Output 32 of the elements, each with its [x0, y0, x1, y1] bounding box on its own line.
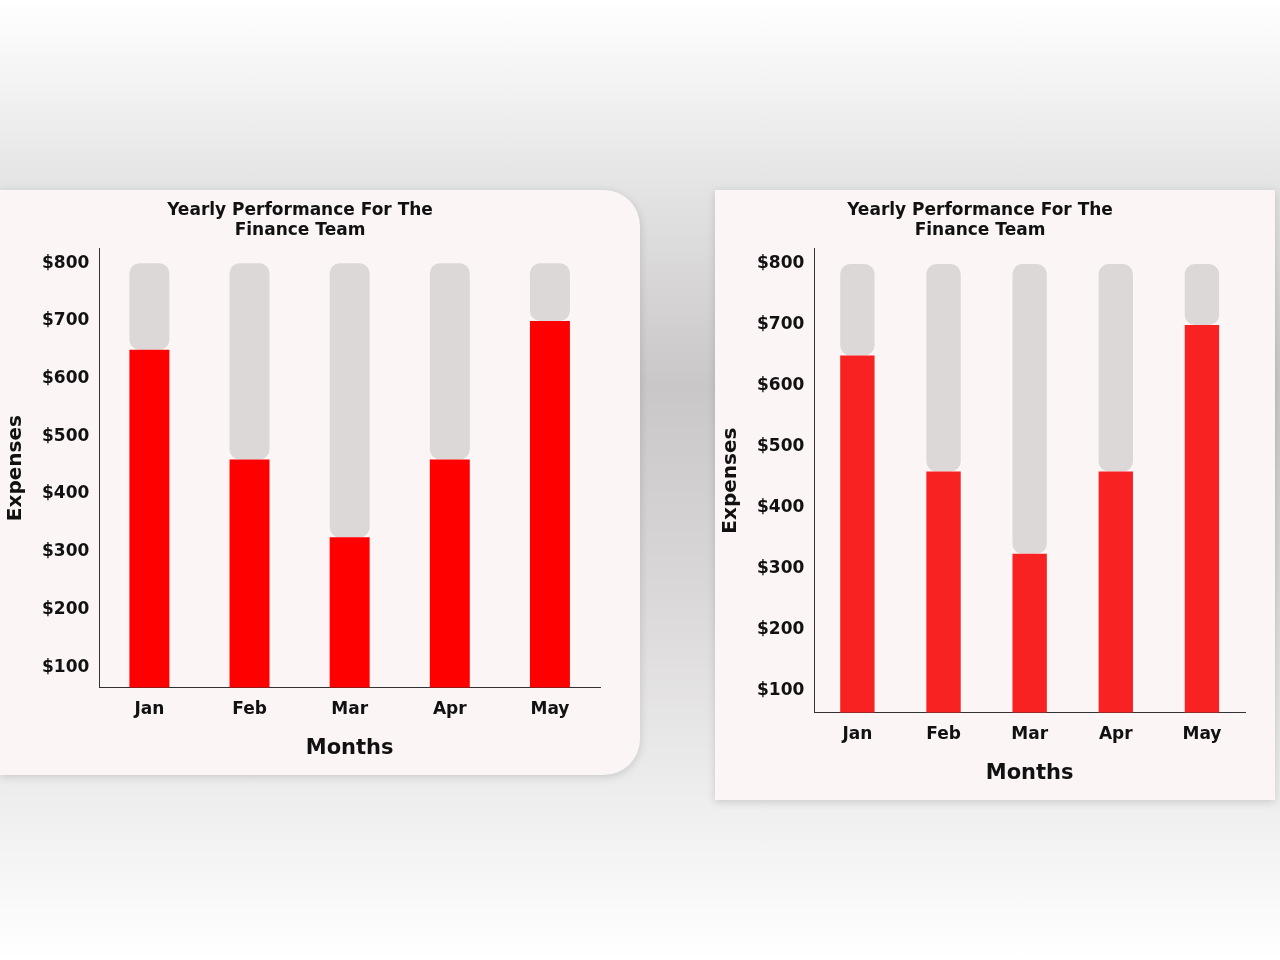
y-tick-label: $800 — [41, 251, 90, 272]
x-tick-label: Jan — [841, 723, 873, 744]
x-tick-label: Feb — [232, 698, 267, 719]
x-axis-title: Months — [305, 734, 394, 759]
x-tick-label: May — [530, 698, 570, 719]
y-tick-label: $400 — [41, 482, 90, 503]
x-tick-label: Mar — [1011, 723, 1049, 744]
x-tick-label: Apr — [432, 698, 468, 719]
y-tick-label: $100 — [756, 679, 805, 700]
y-tick-label: $200 — [41, 597, 90, 618]
y-tick-label: $400 — [756, 496, 805, 517]
x-tick-label: Jan — [133, 698, 165, 719]
x-tick-label: Mar — [331, 698, 369, 719]
y-axis-title: Expenses — [717, 427, 742, 534]
y-tick-label: $800 — [756, 252, 805, 273]
x-tick-label: Feb — [926, 723, 961, 744]
y-tick-label: $600 — [756, 374, 805, 395]
y-tick-label: $500 — [756, 435, 805, 456]
y-tick-label: $600 — [41, 367, 90, 388]
y-axis-title: Expenses — [2, 415, 27, 522]
y-tick-label: $300 — [756, 557, 805, 578]
chart-title: Yearly Performance For The Finance Team — [166, 198, 433, 240]
y-tick-label: $700 — [41, 309, 90, 330]
y-tick-label: $700 — [756, 313, 805, 334]
y-tick-label: $500 — [41, 424, 90, 445]
chart-title: Yearly Performance For The Finance Team — [846, 198, 1113, 240]
x-tick-label: May — [1182, 723, 1222, 744]
y-tick-label: $300 — [41, 540, 90, 561]
y-tick-label: $100 — [41, 655, 90, 676]
x-tick-label: Apr — [1098, 723, 1134, 744]
y-tick-label: $200 — [756, 618, 805, 639]
x-axis-title: Months — [985, 759, 1074, 784]
